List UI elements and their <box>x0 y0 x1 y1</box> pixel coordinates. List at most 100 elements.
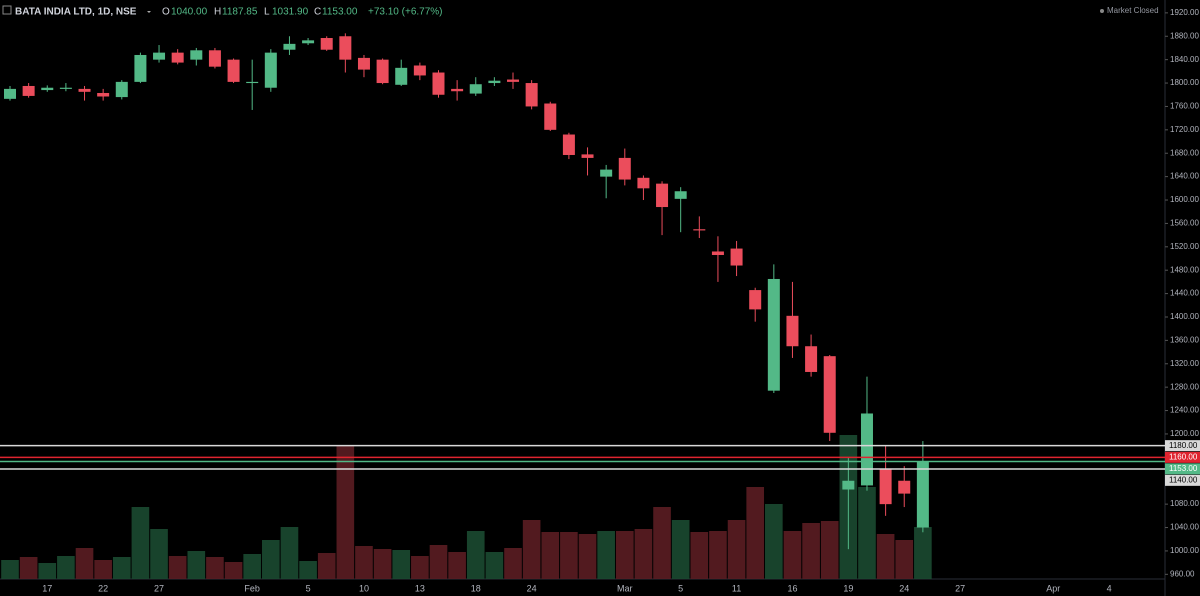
candle-body <box>525 83 538 107</box>
volume-bar <box>317 553 336 579</box>
candle-body <box>432 72 445 95</box>
candle-body <box>674 191 687 199</box>
y-tick-label: 1600.00 <box>1170 195 1199 204</box>
y-tick-label: 1640.00 <box>1170 172 1199 181</box>
open-label: O <box>162 7 170 18</box>
candle-body <box>693 229 706 231</box>
dropdown-caret[interactable] <box>147 11 151 13</box>
volume-bar <box>187 551 206 579</box>
candle-body <box>749 290 762 310</box>
candle-body <box>879 469 892 505</box>
y-tick-label: 1040.00 <box>1170 523 1199 532</box>
candle-body <box>842 480 855 490</box>
volume-bar <box>94 560 112 579</box>
volume-bar <box>504 548 522 579</box>
level-label-box <box>1165 451 1200 463</box>
volume-bar <box>373 549 392 579</box>
x-tick-label: 5 <box>678 583 683 593</box>
x-tick-label: 17 <box>42 583 52 593</box>
volume-bar <box>634 529 653 579</box>
change: +73.10 (+6.77%) <box>368 7 443 18</box>
volume-bar <box>560 532 578 579</box>
candle-body <box>916 461 929 528</box>
level-label-box <box>1165 440 1200 452</box>
y-tick-label: 960.00 <box>1170 569 1195 578</box>
volume-bar <box>727 520 746 579</box>
x-tick-label: 27 <box>955 583 965 593</box>
collapse-icon[interactable] <box>2 5 12 15</box>
volume-bar <box>448 552 466 579</box>
candle-body <box>376 59 389 84</box>
candle-body <box>357 57 370 70</box>
x-tick-label: 19 <box>843 583 853 593</box>
candle-body <box>413 65 426 76</box>
candle-body <box>115 81 128 98</box>
candle-body <box>544 103 557 130</box>
candle-body <box>600 169 613 177</box>
x-tick-label: 24 <box>527 583 537 593</box>
candle-body <box>227 59 240 82</box>
candle-body <box>469 84 482 94</box>
y-tick-label: 1520.00 <box>1170 242 1199 251</box>
x-tick-label: 13 <box>415 583 425 593</box>
x-tick-label: 10 <box>359 583 369 593</box>
candle-body <box>898 480 911 494</box>
volume-bar <box>765 504 783 579</box>
level-label: 1140.00 <box>1169 475 1198 484</box>
x-tick-label: Feb <box>244 583 260 593</box>
y-tick-label: 1480.00 <box>1170 265 1199 274</box>
candle-body <box>78 88 91 92</box>
candle-body <box>208 50 221 67</box>
open-value: 1040.00 <box>171 7 208 18</box>
y-tick-label: 1760.00 <box>1170 102 1199 111</box>
y-tick-label: 1280.00 <box>1170 382 1199 391</box>
candle-body <box>805 346 818 372</box>
volume-bar <box>75 548 94 579</box>
candle-body <box>134 54 147 82</box>
volume-bar <box>262 540 280 579</box>
volume-bar <box>57 556 75 579</box>
level-label: 1160.00 <box>1169 452 1198 461</box>
volume-bar <box>392 550 411 579</box>
volume-bar <box>597 531 615 579</box>
level-label: 1153.00 <box>1169 464 1198 473</box>
volume-bar <box>802 523 820 579</box>
candle-body <box>246 81 259 84</box>
candle-body <box>451 88 464 92</box>
volume-bar <box>1 560 19 579</box>
volume-bar <box>914 527 932 579</box>
y-tick-label: 1920.00 <box>1170 8 1199 17</box>
candle-body <box>153 52 166 60</box>
candle-body <box>637 177 650 189</box>
x-tick-label: 16 <box>787 583 797 593</box>
close-label: C <box>314 7 321 18</box>
x-tick-label: Apr <box>1046 583 1060 593</box>
candle-body <box>395 67 408 85</box>
x-tick-label: 24 <box>899 583 909 593</box>
y-tick-label: 1080.00 <box>1170 499 1199 508</box>
candle-body <box>283 43 296 50</box>
candle-body <box>767 278 780 391</box>
candle-body <box>41 87 54 91</box>
candle-body <box>507 79 520 82</box>
candle-body <box>339 36 352 60</box>
volume-bar <box>578 534 597 579</box>
candle-body <box>264 52 277 88</box>
volume-bar <box>243 554 262 579</box>
candle-body <box>581 154 594 158</box>
x-tick-label: 11 <box>732 583 741 593</box>
candle-body <box>618 157 631 180</box>
y-tick-label: 1840.00 <box>1170 55 1199 64</box>
y-tick-label: 1360.00 <box>1170 335 1199 344</box>
volume-bar <box>709 531 727 579</box>
y-tick-label: 1400.00 <box>1170 312 1199 321</box>
candle-body <box>22 85 35 96</box>
candle-body <box>320 38 333 50</box>
y-tick-label: 1800.00 <box>1170 78 1199 87</box>
volume-bar <box>336 445 355 579</box>
y-tick-label: 1200.00 <box>1170 429 1199 438</box>
x-tick-label: 4 <box>1107 583 1112 593</box>
symbol[interactable]: BATA INDIA LTD, 1D, NSE <box>15 7 137 18</box>
volume-bar <box>541 532 560 579</box>
